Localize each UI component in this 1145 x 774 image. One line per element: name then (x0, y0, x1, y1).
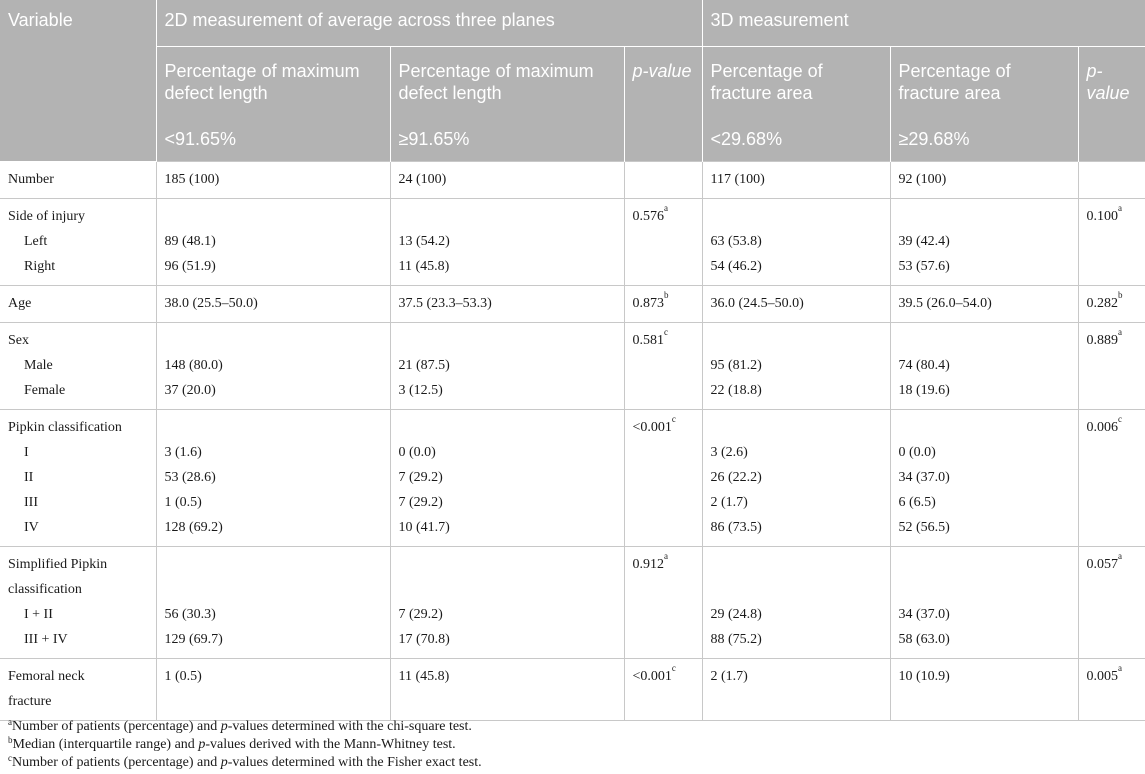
p-value-header-2d: p-value (624, 46, 703, 161)
table-row: Number 185 (100) 24 (100) 117 (100) 92 (… (0, 160, 1145, 198)
table-row: Age 38.0 (25.5–50.0) 37.5 (23.3–53.3) 0.… (0, 284, 1145, 322)
cell: 74 (80.4) 18 (19.6) (890, 321, 1079, 409)
cell: 39 (42.4) 53 (57.6) (890, 197, 1079, 285)
p-value-header-3d: p-value (1078, 46, 1145, 161)
cell: 21 (87.5) 3 (12.5) (390, 321, 625, 409)
cell: 3 (1.6) 53 (28.6) 1 (0.5) 128 (69.2) (156, 408, 391, 546)
cell: 117 (100) (702, 160, 891, 198)
group-header-2d: 2D measurement of average across three p… (156, 0, 703, 47)
p-value-cell (1078, 160, 1145, 198)
table-row: Simplified Pipkin classification I + II … (0, 545, 1145, 658)
row-label: Sex Male Female (0, 321, 157, 409)
cell: 0 (0.0) 34 (37.0) 6 (6.5) 52 (56.5) (890, 408, 1079, 546)
table-row: Sex Male Female 148 (80.0) 37 (20.0) 21 (… (0, 321, 1145, 409)
cell: 0 (0.0) 7 (29.2) 7 (29.2) 10 (41.7) (390, 408, 625, 546)
p-value-cell: 0.282b (1078, 284, 1145, 322)
p-value-cell: 0.057a (1078, 545, 1145, 658)
cell: 148 (80.0) 37 (20.0) (156, 321, 391, 409)
p-value-cell (624, 160, 703, 198)
row-label: Femoral neck fracture (0, 657, 157, 721)
cell: 3 (2.6) 26 (22.2) 2 (1.7) 86 (73.5) (702, 408, 891, 546)
cell: 13 (54.2) 11 (45.8) (390, 197, 625, 285)
row-label: Number (0, 160, 157, 198)
cell: 1 (0.5) (156, 657, 391, 721)
cell: 34 (37.0) 58 (63.0) (890, 545, 1079, 658)
cell: 11 (45.8) (390, 657, 625, 721)
footnote-b: bMedian (interquartile range) and p-valu… (8, 735, 456, 752)
p-value-cell: 0.873b (624, 284, 703, 322)
p-value-cell: 0.006c (1078, 408, 1145, 546)
cell: 63 (53.8) 54 (46.2) (702, 197, 891, 285)
p-value-cell: 0.005a (1078, 657, 1145, 721)
row-label: Pipkin classification I II III IV (0, 408, 157, 546)
p-value-cell: 0.889a (1078, 321, 1145, 409)
cutoff-3d-a: <29.68% (702, 116, 891, 161)
p-value-cell: 0.576a (624, 197, 703, 285)
cell: 7 (29.2) 17 (70.8) (390, 545, 625, 658)
variable-header: Variable (0, 0, 157, 162)
table-row: Side of injury Left Right 89 (48.1) 96 (5… (0, 197, 1145, 285)
cell: 37.5 (23.3–53.3) (390, 284, 625, 322)
cell: 2 (1.7) (702, 657, 891, 721)
cell: 95 (81.2) 22 (18.8) (702, 321, 891, 409)
cell: 89 (48.1) 96 (51.9) (156, 197, 391, 285)
cell: 10 (10.9) (890, 657, 1079, 721)
cell: 38.0 (25.5–50.0) (156, 284, 391, 322)
col-header-2d-b: Percentage of maximum defect length (390, 46, 625, 116)
p-value-cell: <0.001c (624, 657, 703, 721)
row-label: Simplified Pipkin classification I + II … (0, 545, 157, 658)
cell: 24 (100) (390, 160, 625, 198)
p-value-cell: 0.100a (1078, 197, 1145, 285)
cell: 56 (30.3) 129 (69.7) (156, 545, 391, 658)
footnote-a: aNumber of patients (percentage) and p-v… (8, 717, 472, 734)
cutoff-3d-b: ≥29.68% (890, 116, 1079, 161)
p-value-cell: 0.581c (624, 321, 703, 409)
cell: 29 (24.8) 88 (75.2) (702, 545, 891, 658)
group-header-3d: 3D measurement (702, 0, 1145, 47)
row-label: Age (0, 284, 157, 322)
cell: 36.0 (24.5–50.0) (702, 284, 891, 322)
table-row: Femoral neck fracture 1 (0.5) 11 (45.8) … (0, 657, 1145, 721)
col-header-2d-a: Percentage of maximum defect length (156, 46, 391, 116)
p-value-cell: <0.001c (624, 408, 703, 546)
row-label: Side of injury Left Right (0, 197, 157, 285)
col-header-3d-a: Percentage of fracture area (702, 46, 891, 116)
table-row: Pipkin classification I II III IV 3 (1.6… (0, 408, 1145, 546)
cell: 92 (100) (890, 160, 1079, 198)
cell: 185 (100) (156, 160, 391, 198)
p-value-cell: 0.912a (624, 545, 703, 658)
results-table: Variable 2D measurement of average acros… (0, 0, 1145, 721)
col-header-3d-b: Percentage of fracture area (890, 46, 1079, 116)
footnote-c: cNumber of patients (percentage) and p-v… (8, 753, 482, 770)
cutoff-2d-a: <91.65% (156, 116, 391, 161)
cell: 39.5 (26.0–54.0) (890, 284, 1079, 322)
cutoff-2d-b: ≥91.65% (390, 116, 625, 161)
